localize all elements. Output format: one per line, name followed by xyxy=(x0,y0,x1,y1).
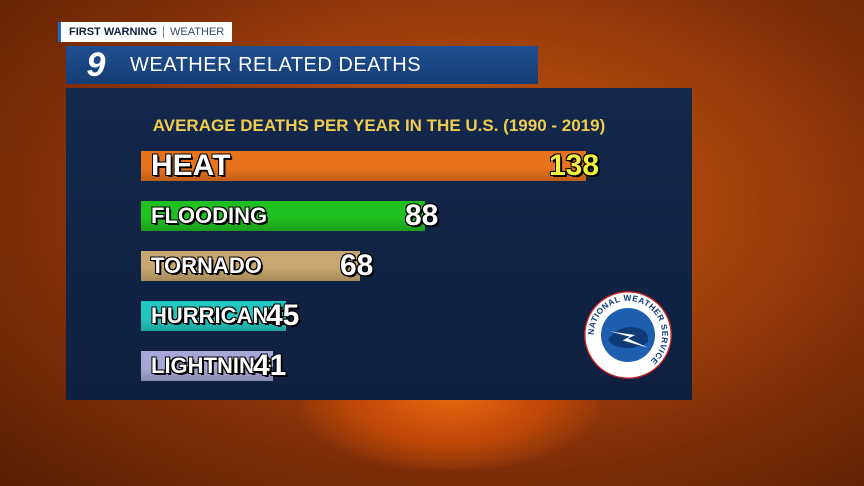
bar-label-tornado: TORNADO xyxy=(151,253,262,278)
bar-flooding xyxy=(141,201,425,231)
bar-heat xyxy=(141,151,586,181)
bar-value-hurricane: 45 xyxy=(266,299,300,332)
bar-hurricane xyxy=(141,301,286,331)
title-bar: 9 WEATHER RELATED DEATHS xyxy=(66,46,538,84)
brand-tab: FIRST WARNING WEATHER xyxy=(58,22,233,42)
bar-value-lightning: 41 xyxy=(253,349,287,382)
chart-title: AVERAGE DEATHS PER YEAR IN THE U.S. (199… xyxy=(152,116,606,135)
bar-value-tornado: 68 xyxy=(340,249,374,282)
brand-first-warning: FIRST WARNING xyxy=(69,26,157,38)
channel-9-logo: 9 xyxy=(86,45,106,84)
bar-tornado xyxy=(141,251,360,281)
bar-lightning xyxy=(141,351,273,381)
bar-label-lightning: LIGHTNING xyxy=(151,353,272,378)
brand-weather: WEATHER xyxy=(170,26,225,38)
bar-label-hurricane: HURRICANE xyxy=(151,303,283,328)
brand-divider xyxy=(163,26,164,38)
bar-label-heat: HEAT xyxy=(151,149,231,182)
page-title: WEATHER RELATED DEATHS xyxy=(130,53,422,76)
bar-value-heat: 138 xyxy=(549,149,600,182)
bar-value-flooding: 88 xyxy=(405,199,439,232)
nws-logo-icon: NATIONAL WEATHER SERVICE xyxy=(584,291,672,379)
bar-label-flooding: FLOODING xyxy=(151,203,268,228)
